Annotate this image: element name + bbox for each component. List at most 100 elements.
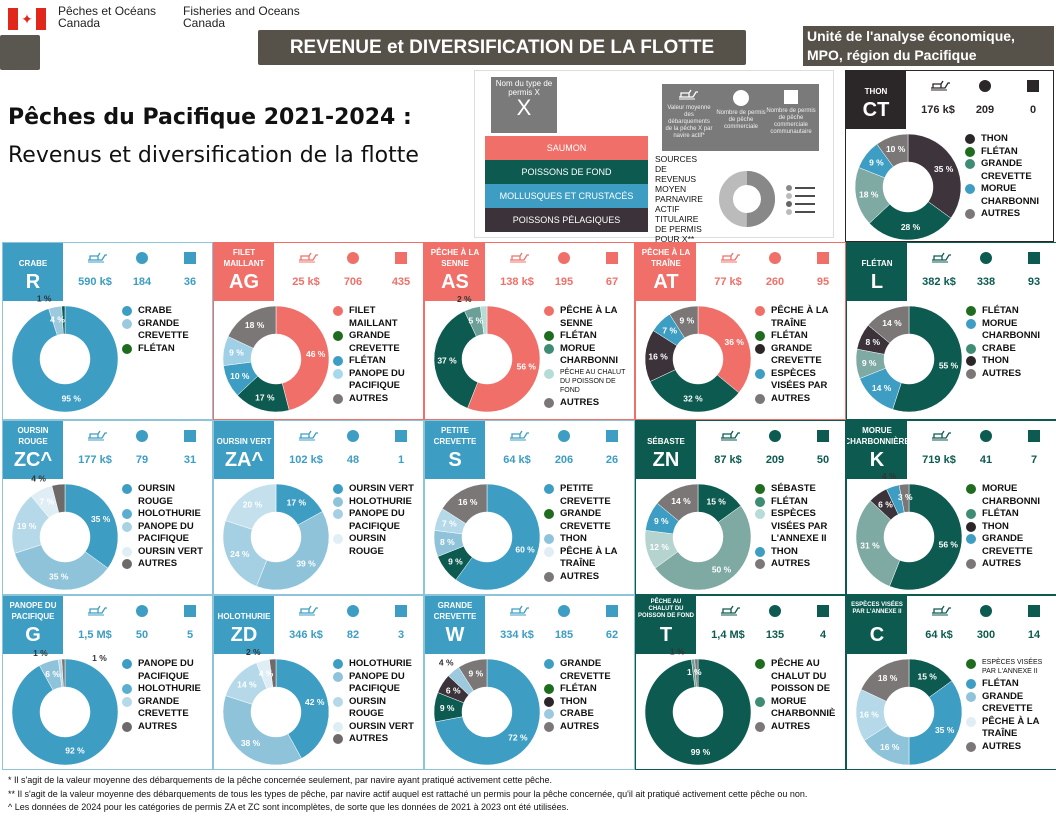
legend-label: HOLOTHURIE	[349, 495, 412, 507]
communal-permits: 0	[1029, 104, 1037, 116]
communal-permits: 435	[391, 276, 411, 288]
legend-label: HOLOTHURIE	[349, 658, 412, 669]
permit-code-box: THON CT	[846, 71, 906, 129]
donut-slice	[455, 483, 541, 591]
legend-dot-icon	[122, 306, 132, 316]
legend-dot-icon	[966, 534, 976, 544]
legend-label: AUTRES	[771, 392, 811, 404]
legend-label: PÊCHE À LA SENNE	[560, 305, 618, 329]
slice-percent-label: 4 %	[439, 658, 454, 668]
legend-item: ESPÈCES VISÉES PAR L'ANNEXE II	[755, 508, 845, 546]
circle-icon	[769, 430, 781, 442]
slice-percent-label: 18 %	[859, 189, 879, 199]
legend-item: GRANDE CREVETTE	[544, 508, 634, 533]
legend-item: PETITE CREVETTE	[544, 483, 634, 508]
communal-permits: 14	[1027, 629, 1041, 641]
legend-dot-icon	[544, 534, 554, 544]
slice-percent-label: 18 %	[245, 320, 265, 330]
legend-label: OURSIN VERT	[349, 720, 414, 732]
panel-AS: PÊCHE À LA SENNE AS 138 k$ 195 67 PÊCHE À…	[424, 242, 635, 420]
slice-percent-label: 3 %	[898, 492, 913, 502]
donut-slice	[697, 305, 752, 394]
legend-dot-icon	[333, 496, 343, 507]
legend-dot-icon	[333, 356, 343, 366]
revenue-donut: 46 % 17 % 10 % 9 % 18 %	[222, 305, 330, 413]
permit-code-box: PANOPE DU PACIFIQUE G	[3, 596, 63, 654]
square-icon	[817, 605, 829, 617]
avg-landing-value: 64 k$	[925, 629, 953, 641]
legend-label: MORUE CHARBONNI	[982, 483, 1041, 507]
legend-dot-icon	[122, 684, 132, 694]
legend-label: PANOPE DU PACIFIQUE	[349, 670, 405, 695]
legend-label: MORUE CHARBONNI	[982, 317, 1041, 342]
legend-label: FLÉTAN	[560, 330, 597, 341]
legend-item: HOLOTHURIE	[333, 496, 423, 509]
avg-landing-value: 25 k$	[292, 276, 320, 288]
legend-label: FLÉTAN	[349, 355, 386, 366]
legend-dot-icon	[966, 691, 976, 702]
square-icon	[784, 90, 798, 104]
legend-label: CRABE	[560, 708, 594, 719]
permit-code: K	[869, 449, 885, 471]
slice-percent-label: 7 %	[442, 518, 457, 528]
slice-percent-label: 24 %	[230, 549, 250, 559]
species-legend: FLÉTAN MORUE CHARBONNI CRABE THON AUTRES	[966, 305, 1056, 380]
slice-percent-label: 5 %	[469, 316, 484, 326]
legend-dot-icon	[122, 559, 132, 569]
legend-dot-icon	[544, 484, 554, 494]
slice-percent-label: 9 %	[869, 157, 884, 167]
legend-dot-icon	[755, 509, 765, 519]
legend-item: FLÉTAN	[122, 343, 212, 356]
legend-label: GRANDE CREVETTE	[349, 330, 400, 354]
permit-code: AS	[441, 271, 469, 293]
legend-item: GRANDE CREVETTE	[544, 658, 634, 683]
legend-item: GRANDE CREVETTE	[122, 318, 212, 343]
canada-flag-logo: ✦	[8, 8, 46, 30]
donut-slice	[654, 505, 752, 591]
circle-icon	[136, 430, 148, 442]
permit-label: THON	[864, 87, 888, 96]
avg-landing-value: 102 k$	[289, 454, 323, 466]
donut-slice	[889, 483, 963, 591]
legend-dot-icon	[965, 146, 975, 157]
legend-dot-icon	[333, 534, 343, 544]
legend-dot-icon	[755, 343, 765, 354]
legend-label: PÊCHE À LA TRAÎNE	[560, 545, 618, 570]
legend-item: AUTRES	[755, 721, 845, 734]
slice-percent-label: 31 %	[860, 541, 880, 551]
slice-percent-label: 4 %	[50, 315, 65, 325]
slice-percent-label: 14 %	[237, 680, 257, 690]
boat-icon	[510, 430, 529, 441]
legend-label: PANOPE DU PACIFIQUE	[138, 658, 194, 682]
slice-percent-label: 2 %	[246, 647, 261, 657]
boat-icon	[510, 252, 529, 263]
avg-landing-value: 382 k$	[922, 276, 956, 288]
legend-label: OURSIN ROUGE	[138, 483, 175, 507]
permit-code-box: CRABE R	[3, 243, 63, 301]
avg-landing-value: 87 k$	[714, 454, 742, 466]
commercial-permits: 48	[346, 454, 360, 466]
slice-percent-label: 1 %	[687, 667, 702, 677]
legend-label: CRABE	[138, 305, 172, 316]
org-name-fr: Pêches et Océans Canada	[58, 4, 157, 30]
slice-percent-label: 14 %	[671, 496, 691, 506]
legend-dot-icon	[544, 331, 554, 341]
donut-slice	[649, 369, 740, 413]
boat-icon	[299, 430, 318, 441]
permit-label: PÊCHE À LA SENNE	[430, 248, 480, 268]
legend-item: CRABE	[544, 708, 634, 721]
donut-slice	[256, 511, 330, 591]
square-icon	[184, 430, 196, 442]
legend-label: GRANDE CREVETTE	[138, 317, 189, 342]
legend-label: FLÉTAN	[560, 683, 597, 694]
panel-ZN: SÉBASTE ZN 87 k$ 209 50 SÉBASTE FLÉTAN ESPÈ…	[635, 420, 846, 595]
square-icon	[395, 430, 407, 442]
legend-dot-icon	[966, 741, 976, 752]
donut-slice	[64, 483, 119, 569]
avg-landing-value: 590 k$	[78, 276, 112, 288]
species-legend: CRABE GRANDE CREVETTE FLÉTAN	[122, 305, 212, 355]
donut-slice	[11, 305, 119, 413]
permit-code: R	[25, 271, 41, 293]
permit-code-box: OURSIN VERT ZA^	[214, 421, 274, 479]
slice-percent-label: 42 %	[305, 697, 325, 707]
